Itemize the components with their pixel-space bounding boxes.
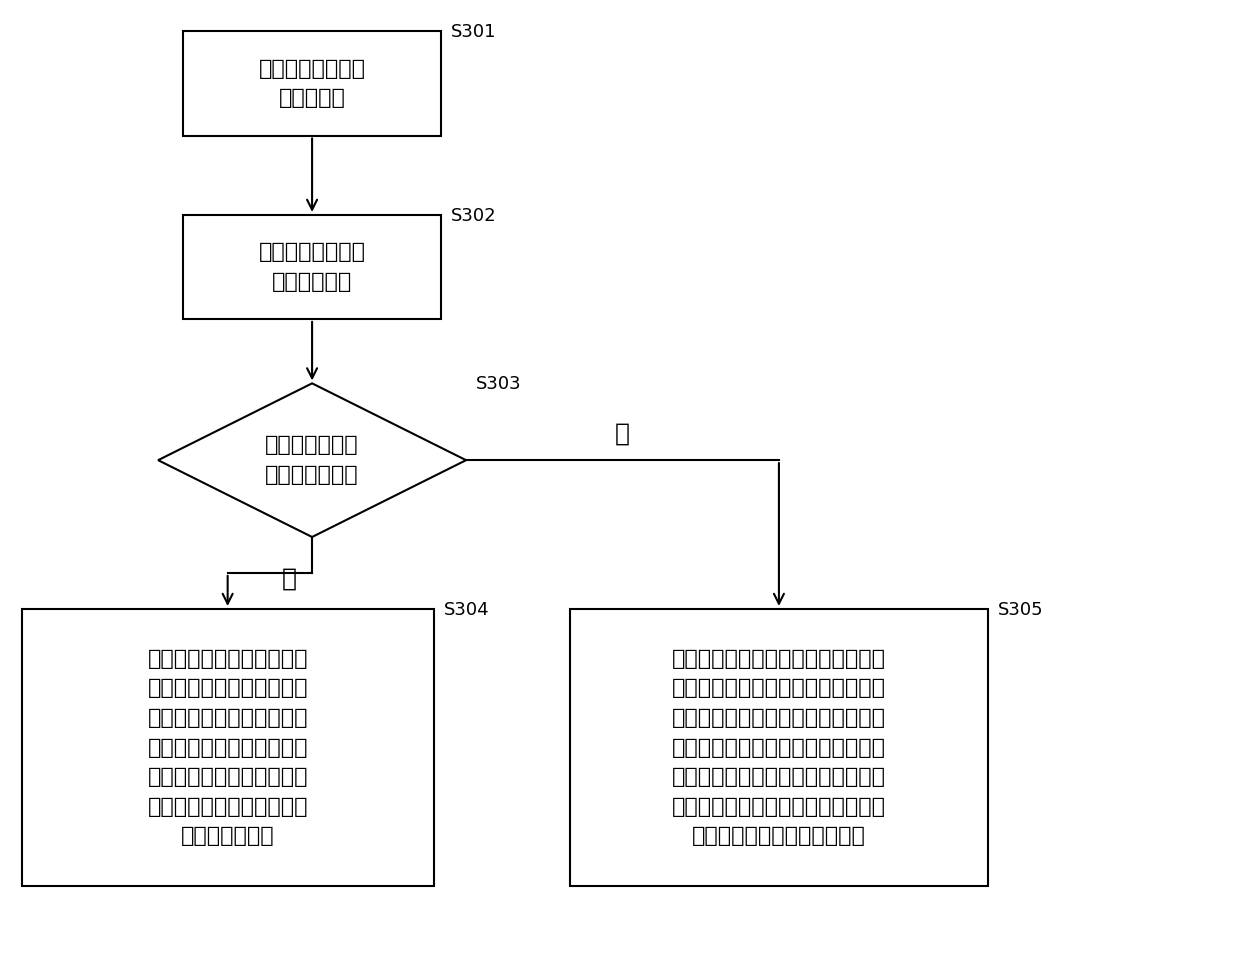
Text: 否: 否 [282, 566, 297, 590]
Text: 更新本中转台的状态信息，重新指定
新的自由中转台；并向站点内其他中
转台广播自由中转台更新消息，广播
所述通信异常的中转台状态消息；并
通过空口下发广播状态信息: 更新本中转台的状态信息，重新指定 新的自由中转台；并向站点内其他中 转台广播自由… [672, 649, 886, 847]
Text: S303: S303 [476, 375, 522, 394]
FancyBboxPatch shape [570, 609, 987, 886]
Text: 是: 是 [615, 421, 629, 445]
Text: 中转台实时监测上
行频点干扰: 中转台实时监测上 行频点干扰 [259, 59, 366, 108]
Text: 更新本中转台的状态信息，
向站点内其他中转台广播所
述通信异常的中转台状态更
新消息；并通过空口下发广
播状态信息，该广播状态信
息中携带有所述通信异常的
中转: 更新本中转台的状态信息， 向站点内其他中转台广播所 述通信异常的中转台状态更 新… [147, 649, 309, 847]
Text: S305: S305 [997, 601, 1043, 619]
FancyBboxPatch shape [183, 32, 441, 135]
Text: 判断本中转台是
否为自由中转台: 判断本中转台是 否为自由中转台 [265, 436, 359, 485]
Text: S304: S304 [444, 601, 489, 619]
Text: S301: S301 [451, 23, 497, 41]
Text: 中转台监测到上行
频点存在干扰: 中转台监测到上行 频点存在干扰 [259, 242, 366, 292]
FancyBboxPatch shape [21, 609, 434, 886]
Polygon shape [159, 383, 466, 537]
Text: S302: S302 [451, 207, 497, 225]
FancyBboxPatch shape [183, 215, 441, 319]
